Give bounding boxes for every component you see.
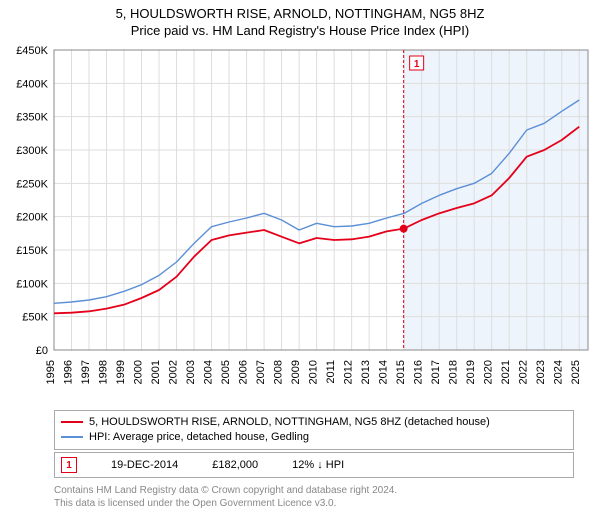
svg-text:1998: 1998 <box>98 360 110 384</box>
svg-text:1997: 1997 <box>80 360 92 384</box>
marker-index-badge: 1 <box>61 457 77 473</box>
svg-text:£100K: £100K <box>16 278 48 290</box>
title-block: 5, HOULDSWORTH RISE, ARNOLD, NOTTINGHAM,… <box>0 0 600 40</box>
svg-text:2006: 2006 <box>238 360 250 384</box>
svg-text:2002: 2002 <box>168 360 180 384</box>
svg-text:2023: 2023 <box>535 360 547 384</box>
svg-text:£200K: £200K <box>16 212 48 224</box>
svg-text:2009: 2009 <box>290 360 302 384</box>
svg-text:2025: 2025 <box>570 360 582 384</box>
footer-line1: Contains HM Land Registry data © Crown c… <box>54 484 574 497</box>
svg-text:2011: 2011 <box>325 360 337 384</box>
svg-text:1: 1 <box>414 59 420 70</box>
svg-text:2004: 2004 <box>203 360 215 384</box>
svg-text:2020: 2020 <box>483 360 495 384</box>
svg-text:2007: 2007 <box>255 360 267 384</box>
svg-text:2017: 2017 <box>430 360 442 384</box>
svg-text:2018: 2018 <box>448 360 460 384</box>
svg-text:£400K: £400K <box>16 78 48 90</box>
svg-text:2024: 2024 <box>553 360 565 384</box>
legend-swatch-hpi <box>61 436 83 438</box>
svg-text:2019: 2019 <box>465 360 477 384</box>
svg-text:£0: £0 <box>36 345 48 357</box>
svg-text:2005: 2005 <box>220 360 232 384</box>
svg-text:£250K: £250K <box>16 178 48 190</box>
svg-text:2014: 2014 <box>378 360 390 384</box>
price-chart: £0 £50K £100K £150K £200K £250K £300K £350K £400… <box>0 42 600 402</box>
svg-text:£350K: £350K <box>16 112 48 124</box>
svg-text:2012: 2012 <box>343 360 355 384</box>
chart-title: 5, HOULDSWORTH RISE, ARNOLD, NOTTINGHAM,… <box>0 6 600 23</box>
svg-text:2022: 2022 <box>518 360 530 384</box>
legend-item-hpi: HPI: Average price, detached house, Gedl… <box>61 430 567 445</box>
svg-text:£450K: £450K <box>16 45 48 57</box>
chart-subtitle: Price paid vs. HM Land Registry's House … <box>0 23 600 40</box>
svg-text:1995: 1995 <box>45 360 57 384</box>
footer-line2: This data is licensed under the Open Gov… <box>54 497 574 510</box>
svg-text:2001: 2001 <box>150 360 162 384</box>
svg-text:£150K: £150K <box>16 245 48 257</box>
legend-item-property: 5, HOULDSWORTH RISE, ARNOLD, NOTTINGHAM,… <box>61 415 567 430</box>
legend-swatch-property <box>61 421 83 423</box>
svg-text:2021: 2021 <box>500 360 512 384</box>
svg-text:2016: 2016 <box>413 360 425 384</box>
svg-text:2008: 2008 <box>273 360 285 384</box>
svg-text:2000: 2000 <box>133 360 145 384</box>
svg-text:£300K: £300K <box>16 145 48 157</box>
svg-text:2010: 2010 <box>308 360 320 384</box>
legend-label-property: 5, HOULDSWORTH RISE, ARNOLD, NOTTINGHAM,… <box>89 415 490 430</box>
marker-price: £182,000 <box>212 459 258 471</box>
svg-text:1999: 1999 <box>115 360 127 384</box>
svg-text:1996: 1996 <box>63 360 75 384</box>
marker-delta: 12% ↓ HPI <box>292 459 344 471</box>
svg-text:2015: 2015 <box>395 360 407 384</box>
chart-container: 5, HOULDSWORTH RISE, ARNOLD, NOTTINGHAM,… <box>0 0 600 530</box>
svg-text:2013: 2013 <box>360 360 372 384</box>
legend: 5, HOULDSWORTH RISE, ARNOLD, NOTTINGHAM,… <box>54 410 574 450</box>
svg-text:£50K: £50K <box>22 312 48 324</box>
legend-label-hpi: HPI: Average price, detached house, Gedl… <box>89 430 309 445</box>
svg-text:2003: 2003 <box>185 360 197 384</box>
marker-table: 1 19-DEC-2014 £182,000 12% ↓ HPI <box>54 452 574 478</box>
marker-date: 19-DEC-2014 <box>111 459 178 471</box>
footer: Contains HM Land Registry data © Crown c… <box>54 484 574 510</box>
